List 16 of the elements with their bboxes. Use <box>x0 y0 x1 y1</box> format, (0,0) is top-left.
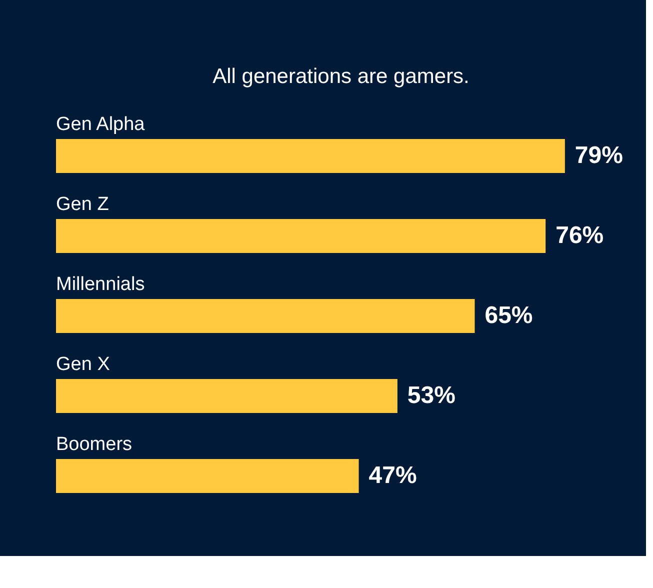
y-tick-label: Boomers <box>56 434 132 455</box>
y-tick-label: Gen Alpha <box>56 114 146 135</box>
bar <box>56 379 398 413</box>
data-label: 79% <box>574 142 623 169</box>
bar <box>56 219 546 253</box>
data-label: 47% <box>368 462 417 489</box>
y-tick-label: Millennials <box>56 274 145 295</box>
y-tick-label: Gen X <box>56 354 110 375</box>
bar <box>56 139 565 173</box>
chart-title: All generations are gamers. <box>212 65 470 88</box>
data-label: 53% <box>407 382 456 409</box>
data-label: 65% <box>484 302 533 329</box>
y-tick-label: Gen Z <box>56 194 110 215</box>
data-label: 76% <box>556 222 604 249</box>
bar <box>56 459 359 493</box>
bar <box>56 299 475 333</box>
